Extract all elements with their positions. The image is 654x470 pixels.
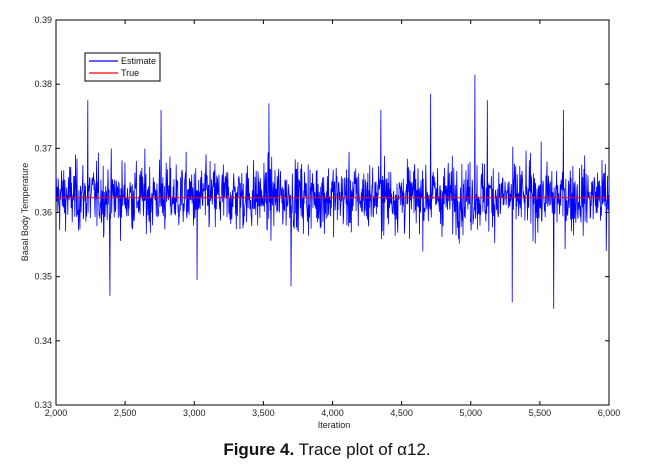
x-tick-label: 3,500 [252, 408, 275, 418]
legend-label-true: True [121, 68, 139, 78]
x-axis-label: Iteration [318, 420, 351, 430]
y-tick-label: 0.35 [34, 272, 52, 282]
y-axis-label: Basal Body Temperature [20, 163, 30, 261]
y-tick-label: 0.39 [34, 15, 52, 25]
x-tick-label: 5,500 [529, 408, 552, 418]
caption-text: Trace plot of α12. [294, 440, 431, 459]
x-tick-label: 2,000 [45, 408, 68, 418]
trace-plot: 2,000 2,500 3,000 3,500 4,000 4,500 5,000 5,500… [20, 15, 620, 430]
y-tick-label: 0.38 [34, 79, 52, 89]
x-tick-label: 5,000 [459, 408, 482, 418]
figure-caption: Figure 4. Trace plot of α12. [0, 440, 654, 460]
x-tick-label: 3,000 [183, 408, 206, 418]
y-tick-label: 0.33 [34, 400, 52, 410]
y-tick-label: 0.37 [34, 143, 52, 153]
x-tick-label: 4,500 [390, 408, 413, 418]
caption-label: Figure 4. [223, 440, 295, 459]
legend: Estimate True [84, 52, 161, 82]
x-tick-label: 2,500 [114, 408, 137, 418]
x-tick-label: 4,000 [321, 408, 344, 418]
axis-ticks: 2,000 2,500 3,000 3,500 4,000 4,500 5,000 5,500… [34, 15, 620, 418]
estimate-trace-line [55, 74, 610, 309]
x-tick-label: 6,000 [598, 408, 621, 418]
y-tick-label: 0.34 [34, 336, 52, 346]
y-tick-label: 0.36 [34, 208, 52, 218]
trace-layer [55, 74, 610, 309]
legend-box [84, 52, 161, 82]
legend-label-estimate: Estimate [121, 56, 156, 66]
